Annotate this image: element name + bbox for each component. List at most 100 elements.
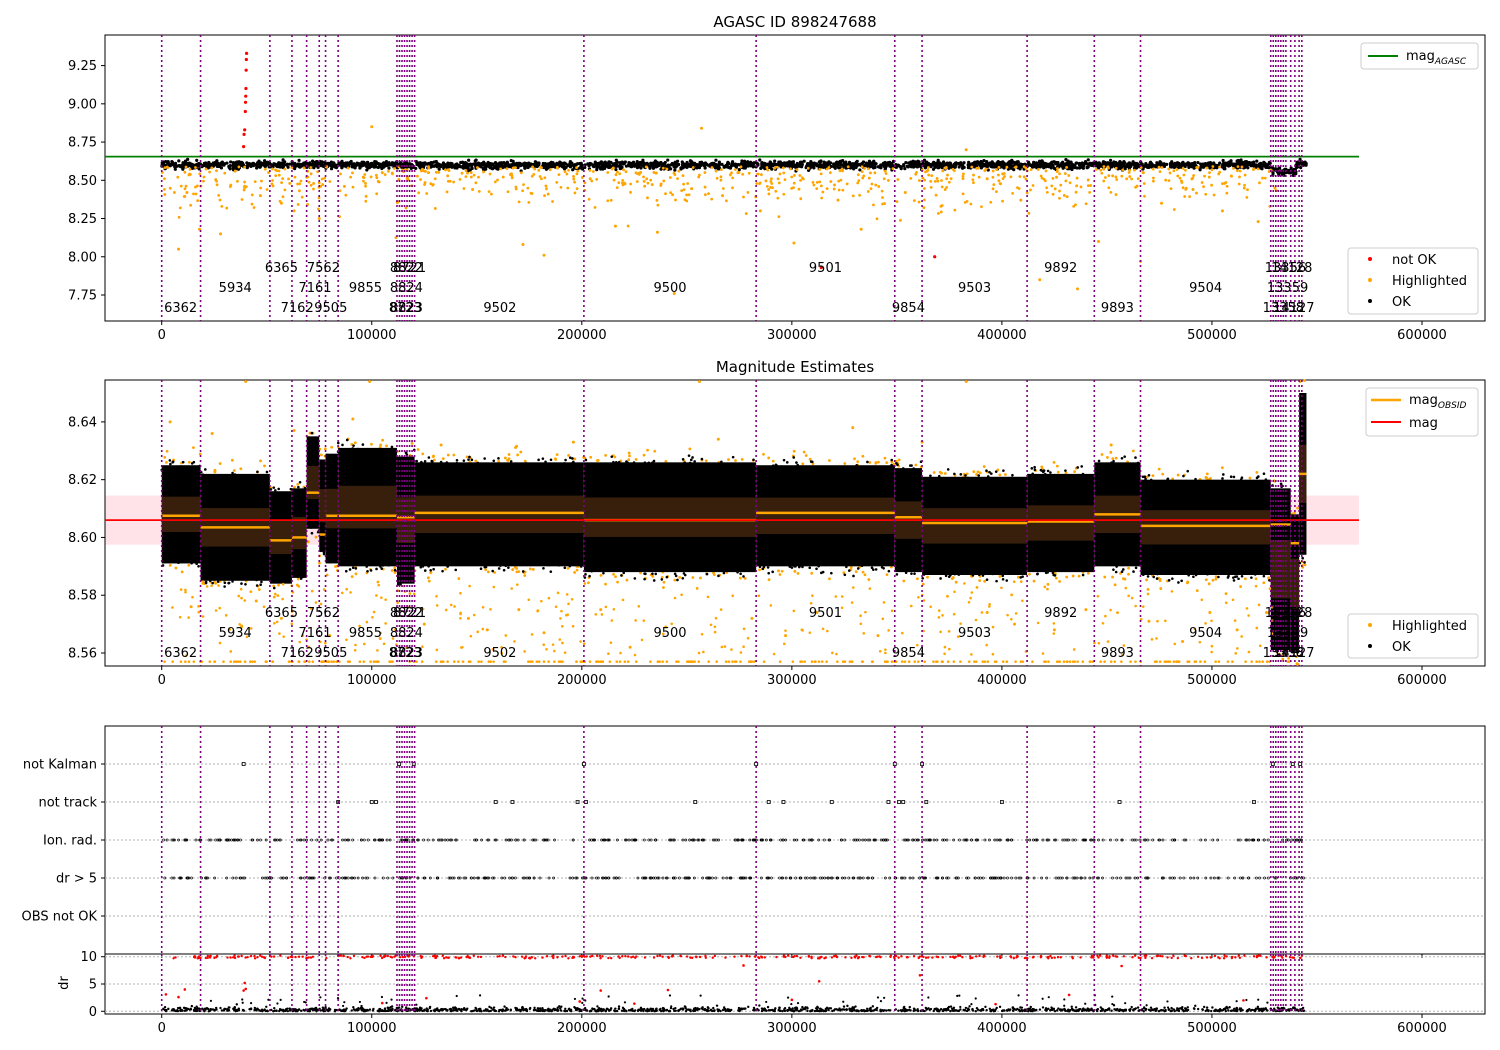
ok-point bbox=[344, 451, 347, 455]
highlighted-point bbox=[1084, 608, 1088, 612]
highlighted-point bbox=[747, 171, 751, 175]
highlighted-point bbox=[1097, 239, 1101, 243]
x-tick-label: 400000 bbox=[977, 328, 1027, 343]
highlighted-point bbox=[767, 456, 771, 460]
highlighted-point bbox=[460, 171, 464, 175]
ok-point bbox=[841, 163, 845, 167]
highlighted-point bbox=[614, 173, 618, 177]
ok-point bbox=[826, 467, 830, 470]
highlighted-point bbox=[835, 652, 838, 656]
ok-point bbox=[312, 160, 316, 164]
ok-point bbox=[986, 475, 990, 478]
ok-point bbox=[849, 163, 853, 168]
ok-point bbox=[1173, 161, 1177, 165]
ok-point bbox=[1097, 161, 1101, 165]
ok-point bbox=[1298, 561, 1302, 565]
ok-point bbox=[678, 564, 681, 568]
ok-point bbox=[402, 571, 406, 575]
highlighted-point bbox=[707, 660, 710, 663]
ok-point bbox=[194, 561, 198, 564]
ok-point bbox=[791, 160, 796, 164]
ok-point bbox=[202, 161, 206, 166]
ok-point bbox=[397, 162, 401, 166]
ok-point bbox=[1255, 159, 1259, 163]
ok-point bbox=[229, 160, 233, 164]
obsid-label: 9503 bbox=[958, 281, 991, 296]
ok-point bbox=[590, 569, 593, 573]
highlighted-point bbox=[1054, 576, 1058, 580]
ok-point bbox=[463, 464, 467, 468]
highlighted-point bbox=[532, 172, 536, 176]
highlighted-point bbox=[1203, 660, 1207, 663]
ok-point bbox=[169, 162, 174, 166]
ok-point bbox=[525, 164, 530, 169]
ok-point bbox=[742, 569, 746, 573]
highlighted-point bbox=[670, 622, 674, 626]
ok-point bbox=[852, 574, 855, 578]
ok-point bbox=[1253, 573, 1257, 576]
highlighted-point bbox=[1178, 176, 1182, 180]
highlighted-point bbox=[507, 457, 511, 461]
highlighted-point bbox=[821, 627, 825, 631]
ok-point bbox=[817, 564, 820, 568]
highlighted-point bbox=[625, 578, 629, 582]
ok-point bbox=[685, 160, 689, 165]
ok-point bbox=[272, 486, 276, 489]
ok-point bbox=[773, 159, 777, 163]
highlighted-point bbox=[213, 660, 216, 663]
ok-point bbox=[233, 473, 237, 476]
ok-point bbox=[808, 162, 813, 166]
highlighted-point bbox=[1167, 179, 1171, 183]
highlighted-point bbox=[970, 165, 974, 169]
ok-point bbox=[542, 566, 545, 570]
ok-point bbox=[722, 165, 727, 169]
highlighted-point bbox=[514, 166, 517, 170]
ok-point bbox=[259, 583, 262, 587]
highlighted-point bbox=[296, 203, 300, 206]
highlighted-point bbox=[599, 573, 603, 577]
ok-point bbox=[473, 159, 477, 163]
ok-point bbox=[635, 159, 639, 164]
highlighted-point bbox=[875, 217, 879, 221]
ok-point bbox=[536, 162, 540, 166]
highlighted-point bbox=[469, 634, 473, 638]
highlighted-point bbox=[940, 185, 944, 189]
ok-point bbox=[675, 164, 679, 168]
ok-point bbox=[186, 466, 190, 470]
highlighted-point bbox=[1001, 660, 1005, 663]
ok-point bbox=[701, 162, 705, 166]
highlighted-point bbox=[566, 566, 570, 570]
highlighted-point bbox=[278, 632, 281, 635]
ok-point bbox=[616, 465, 619, 468]
ok-point bbox=[939, 577, 942, 580]
highlighted-point bbox=[712, 571, 715, 575]
ok-point bbox=[988, 470, 991, 474]
highlighted-point bbox=[174, 566, 178, 570]
ok-point bbox=[839, 159, 843, 163]
ok-point bbox=[329, 167, 334, 171]
mag-obsid-spread bbox=[1140, 510, 1271, 545]
highlighted-point bbox=[540, 166, 543, 170]
ok-point bbox=[936, 158, 940, 162]
highlighted-point bbox=[1065, 165, 1069, 169]
highlighted-point bbox=[812, 183, 816, 187]
ok-point bbox=[321, 164, 326, 169]
ok-point bbox=[1073, 165, 1077, 169]
highlighted-point bbox=[368, 379, 372, 383]
plot-frame bbox=[104, 34, 1486, 322]
highlighted-point bbox=[945, 185, 948, 189]
highlighted-point bbox=[1103, 575, 1107, 579]
highlighted-point bbox=[1056, 470, 1060, 474]
highlighted-point bbox=[985, 643, 988, 647]
highlighted-point bbox=[210, 431, 214, 435]
ok-point bbox=[867, 465, 870, 469]
highlighted-point bbox=[615, 660, 619, 663]
ok-point bbox=[1000, 484, 1004, 488]
highlighted-point bbox=[662, 580, 666, 584]
ok-point bbox=[592, 165, 596, 169]
highlighted-point bbox=[882, 601, 886, 604]
ok-point bbox=[1202, 567, 1206, 571]
ok-point bbox=[1131, 160, 1135, 164]
highlighted-point bbox=[481, 605, 485, 609]
highlighted-point bbox=[1158, 170, 1162, 174]
